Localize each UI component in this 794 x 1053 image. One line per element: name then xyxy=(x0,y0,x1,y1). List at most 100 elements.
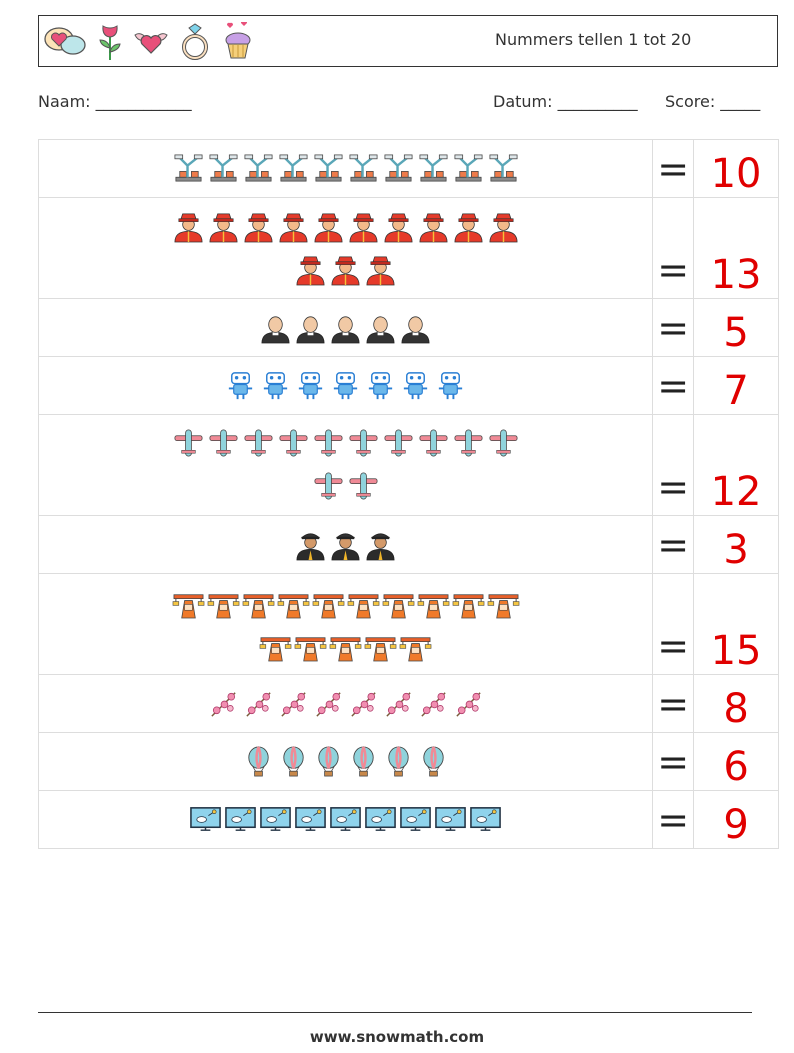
counting-table: = 10 = 13 = 5 = 7 = 12 = 3 = 15 = 8 = 6 = 9 xyxy=(37,139,779,849)
equals-sign: = xyxy=(652,732,695,791)
firefighter-icon xyxy=(384,213,413,243)
drone-monitor-icon xyxy=(260,807,291,831)
flower-branch-icon xyxy=(420,692,446,717)
airplane-icon xyxy=(244,429,273,457)
priest-icon xyxy=(366,316,395,344)
shipping-crane-icon xyxy=(312,594,344,619)
name-field[interactable]: Naam: ____________ xyxy=(38,92,192,111)
drone-monitor-icon xyxy=(365,807,396,831)
pilot-icon xyxy=(296,533,325,561)
answer-value: 8 xyxy=(693,674,779,733)
picture-cell xyxy=(37,573,654,675)
robot-icon xyxy=(228,372,253,400)
airplane-icon xyxy=(349,429,378,457)
airplane-icon xyxy=(174,429,203,457)
date-field[interactable]: Datum: __________ xyxy=(493,92,638,111)
robot-arm-icon xyxy=(209,154,238,182)
firefighter-icon xyxy=(366,256,395,286)
table-row: = 10 xyxy=(37,139,779,198)
table-row: = 13 xyxy=(37,197,779,299)
firefighter-icon xyxy=(419,213,448,243)
airplane-icon xyxy=(454,429,483,457)
shipping-crane-icon xyxy=(347,594,379,619)
airplane-icon xyxy=(489,429,518,457)
equals-sign: = xyxy=(652,298,695,357)
robot-icon xyxy=(438,372,463,400)
table-row: = 9 xyxy=(37,790,779,849)
robot-icon xyxy=(263,372,288,400)
score-field[interactable]: Score: _____ xyxy=(665,92,761,111)
firefighter-icon xyxy=(454,213,483,243)
shipping-crane-icon xyxy=(399,637,432,662)
drone-monitor-icon xyxy=(295,807,326,831)
robot-arm-icon xyxy=(454,154,483,182)
robot-arm-icon xyxy=(279,154,308,182)
airplane-icon xyxy=(279,429,308,457)
equals-sign: = xyxy=(652,515,695,574)
equals-sign: = xyxy=(652,139,695,198)
priest-icon xyxy=(401,316,430,344)
shipping-crane-icon xyxy=(242,594,274,619)
airplane-icon xyxy=(384,429,413,457)
answer-value: 10 xyxy=(693,139,779,198)
table-row: = 8 xyxy=(37,674,779,733)
shipping-crane-icon xyxy=(207,594,239,619)
equals-sign: = xyxy=(652,197,695,299)
shipping-crane-icon xyxy=(364,637,397,662)
header-box: Nummers tellen 1 tot 20 xyxy=(38,15,778,67)
robot-icon xyxy=(368,372,393,400)
picture-group xyxy=(156,206,536,290)
shipping-crane-icon xyxy=(382,594,414,619)
robot-arm-icon xyxy=(314,154,343,182)
robot-arm-icon xyxy=(244,154,273,182)
answer-value: 12 xyxy=(693,414,779,516)
shipping-crane-icon xyxy=(452,594,484,619)
robot-icon xyxy=(298,372,323,400)
rose-icon xyxy=(99,25,121,60)
firefighter-icon xyxy=(489,213,518,243)
firefighter-icon xyxy=(174,213,203,243)
robot-arm-icon xyxy=(419,154,448,182)
flower-branch-icon xyxy=(280,692,306,717)
hot-air-balloon-icon xyxy=(422,746,444,777)
picture-cell xyxy=(37,197,654,299)
shipping-crane-icon xyxy=(277,594,309,619)
table-row: = 7 xyxy=(37,356,779,415)
robot-arm-icon xyxy=(384,154,413,182)
picture-cell xyxy=(37,790,654,849)
picture-group xyxy=(156,741,536,782)
header-icons xyxy=(43,20,255,64)
drone-monitor-icon xyxy=(190,807,221,831)
picture-group xyxy=(156,307,536,348)
robot-arm-icon xyxy=(489,154,518,182)
table-row: = 15 xyxy=(37,573,779,675)
picture-group xyxy=(156,524,536,565)
shipping-crane-icon xyxy=(329,637,362,662)
airplane-icon xyxy=(349,472,378,500)
flower-branch-icon xyxy=(350,692,376,717)
airplane-icon xyxy=(419,429,448,457)
flower-branch-icon xyxy=(315,692,341,717)
firefighter-icon xyxy=(244,213,273,243)
table-row: = 3 xyxy=(37,515,779,574)
flower-branch-icon xyxy=(385,692,411,717)
shipping-crane-icon xyxy=(294,637,327,662)
robot-icon xyxy=(403,372,428,400)
table-row: = 12 xyxy=(37,414,779,516)
firefighter-icon xyxy=(296,256,325,286)
firefighter-icon xyxy=(314,213,343,243)
answer-value: 5 xyxy=(693,298,779,357)
hot-air-balloon-icon xyxy=(317,746,339,777)
answer-value: 9 xyxy=(693,790,779,849)
flower-branch-icon xyxy=(245,692,271,717)
firefighter-icon xyxy=(279,213,308,243)
hot-air-balloon-icon xyxy=(352,746,374,777)
equals-sign: = xyxy=(652,573,695,675)
hot-air-balloon-icon xyxy=(247,746,269,777)
equals-sign: = xyxy=(652,674,695,733)
shipping-crane-icon xyxy=(259,637,292,662)
hot-air-balloon-icon xyxy=(387,746,409,777)
picture-group xyxy=(156,799,536,840)
pilot-icon xyxy=(366,533,395,561)
drone-monitor-icon xyxy=(225,807,256,831)
